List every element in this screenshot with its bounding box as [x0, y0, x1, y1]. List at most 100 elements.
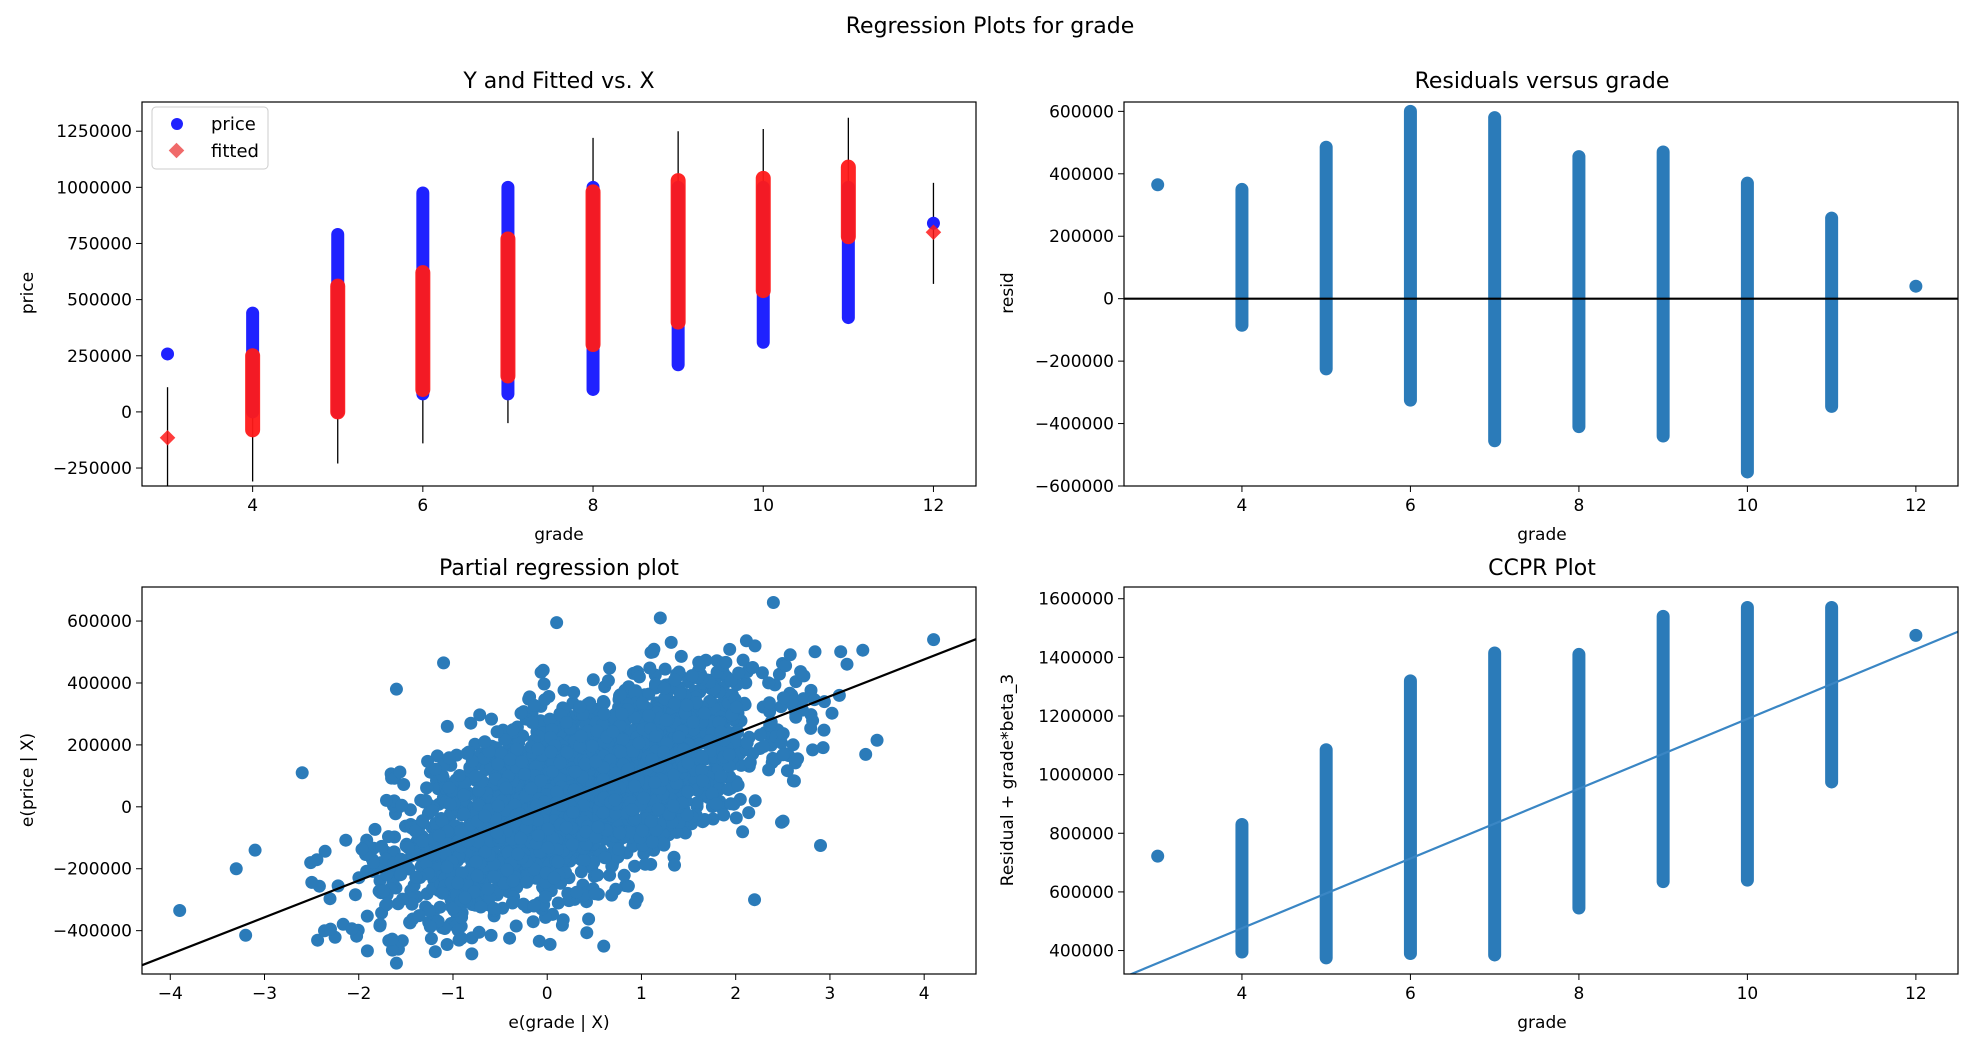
residual-point	[455, 866, 469, 880]
residual-point	[394, 868, 408, 882]
residual-point	[408, 824, 422, 838]
axes-frame	[1123, 101, 1959, 487]
residual-point	[229, 862, 243, 876]
residual-point	[526, 915, 540, 929]
residual-point	[471, 835, 485, 849]
residual-point	[424, 932, 438, 946]
axes-frame	[1123, 586, 1959, 975]
residual-point	[580, 926, 594, 940]
residual-point	[547, 871, 561, 885]
residual-point	[613, 826, 627, 840]
residual-point	[458, 891, 472, 905]
panel-title: Partial regression plot	[439, 556, 679, 581]
x-tick-label: 6	[1405, 496, 1416, 516]
residual-point	[748, 794, 762, 808]
residual-point	[472, 925, 486, 939]
ccpr-fit-line	[1128, 630, 1958, 974]
residual-point	[729, 811, 743, 825]
residual-point	[608, 793, 622, 807]
residual-point	[648, 776, 662, 789]
residual-point	[776, 748, 790, 762]
residual-point	[598, 851, 612, 865]
x-tick-label: −1	[440, 984, 465, 1004]
residual-point	[469, 855, 483, 869]
residual-point	[787, 774, 801, 788]
residual-point	[664, 635, 678, 649]
residual-point	[485, 712, 498, 726]
residual-point	[440, 860, 454, 874]
residual-point	[668, 673, 682, 687]
residual-point	[632, 736, 646, 750]
x-tick-label: 8	[1573, 496, 1584, 516]
residual-point	[649, 729, 663, 743]
y-tick-label: 500000	[67, 291, 132, 311]
x-tick-label: 6	[1405, 984, 1416, 1004]
residual-point	[478, 809, 492, 823]
residual-point	[586, 673, 600, 687]
residual-point	[578, 757, 592, 771]
residual-point	[674, 649, 688, 663]
residual-point	[382, 830, 395, 844]
residual-point	[460, 747, 474, 760]
residual-point	[840, 657, 854, 671]
y-tick-label: −400000	[53, 922, 132, 942]
x-tick-label: 2	[730, 984, 741, 1004]
residual-point	[780, 764, 794, 778]
residual-point	[686, 715, 700, 729]
residual-point	[628, 685, 642, 699]
residual-point	[511, 847, 525, 861]
residual-point	[490, 725, 504, 739]
residual-point	[470, 869, 484, 883]
price-point-column	[161, 347, 175, 361]
residual-point	[380, 897, 394, 911]
residual-point	[360, 944, 374, 958]
figure-suptitle: Regression Plots for grade	[846, 14, 1134, 39]
residual-point	[435, 815, 449, 828]
residual-point	[531, 742, 545, 756]
residual-point	[425, 804, 439, 818]
residual-point	[740, 736, 754, 750]
residual-point	[551, 855, 565, 869]
y-tick-label: 600000	[67, 612, 132, 632]
residual-point-column	[1151, 178, 1165, 192]
residual-point	[625, 803, 639, 817]
residual-point	[732, 666, 746, 680]
y-axis-label: price	[18, 272, 38, 314]
residual-point	[659, 713, 673, 727]
y-tick-label: 1200000	[1038, 707, 1114, 727]
residual-point	[311, 933, 325, 947]
y-tick-label: 0	[121, 403, 132, 423]
residual-point	[391, 897, 405, 911]
residual-point	[567, 783, 581, 797]
y-axis-label: resid	[998, 272, 1018, 313]
residual-point	[457, 807, 471, 821]
residual-point	[680, 698, 694, 712]
panel-ccpr: CCPR Plot grade Residual + grade*beta_3 …	[998, 556, 1959, 1033]
residual-point	[791, 752, 805, 766]
residual-point	[681, 756, 695, 770]
residual-point	[574, 729, 588, 743]
y-tick-label: −250000	[53, 459, 132, 479]
residual-point	[695, 750, 709, 764]
residual-point	[605, 888, 619, 902]
ccpr-point-column	[1151, 849, 1165, 863]
residual-point	[783, 648, 797, 662]
residual-point	[736, 825, 750, 839]
ccpr-point-column	[1909, 628, 1923, 642]
residual-point	[856, 643, 870, 657]
residual-point	[606, 725, 620, 739]
x-tick-label: 1	[636, 984, 647, 1004]
residual-point	[668, 858, 681, 872]
residual-point	[825, 706, 839, 720]
residual-point	[484, 928, 498, 942]
residual-point	[643, 661, 657, 675]
residual-point	[401, 841, 415, 855]
panel-title: CCPR Plot	[1488, 556, 1596, 581]
residual-point	[487, 870, 501, 884]
residual-point	[573, 700, 587, 714]
y-tick-label: 600000	[1049, 883, 1114, 903]
residual-point	[355, 842, 369, 856]
x-tick-label: 10	[1737, 984, 1759, 1004]
residual-point	[560, 716, 573, 729]
residual-point	[373, 917, 387, 931]
